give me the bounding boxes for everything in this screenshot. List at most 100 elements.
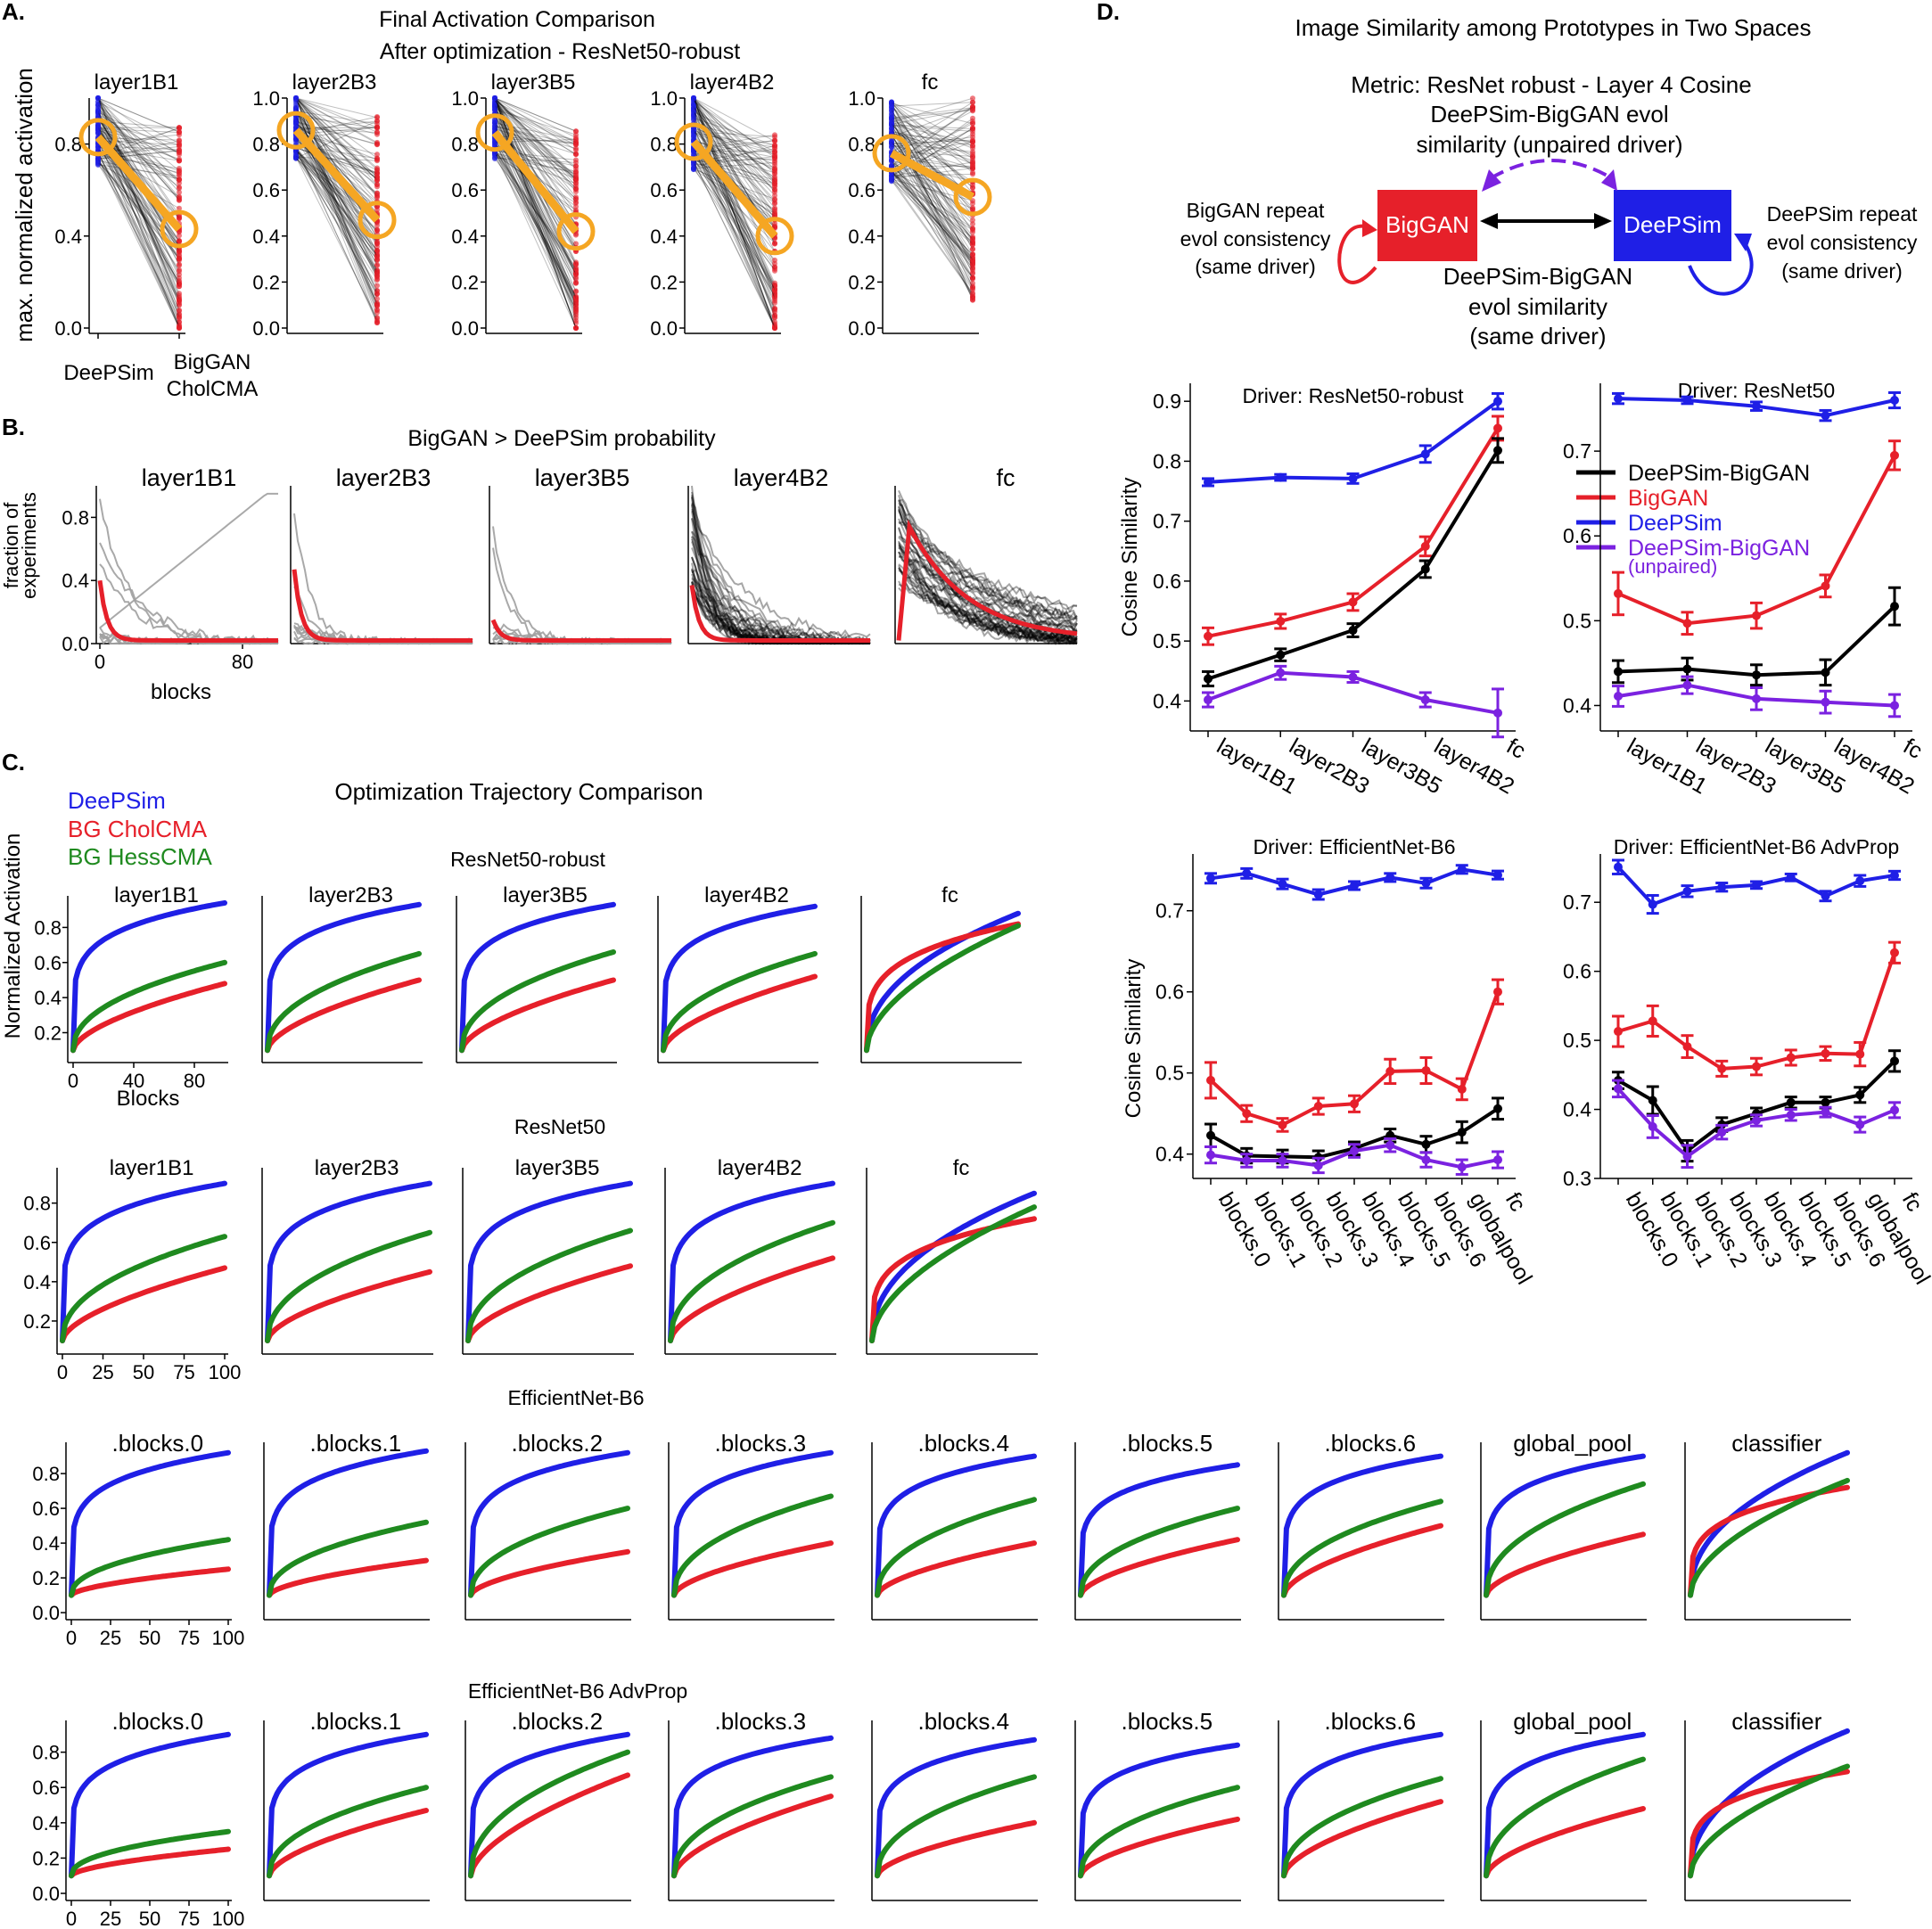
trajectory-line xyxy=(494,131,577,283)
trajectory-line xyxy=(295,97,378,197)
trajectory-line xyxy=(295,138,378,274)
biggan-self-loop xyxy=(1337,224,1377,284)
trajectory-line xyxy=(891,124,974,185)
biggan-point xyxy=(177,193,182,200)
cholcma-curve xyxy=(668,1255,835,1343)
x-tick-label: fc xyxy=(1500,1188,1531,1216)
trajectory-line xyxy=(494,106,577,145)
trajectory-line xyxy=(693,109,776,196)
trajectory-line xyxy=(295,147,378,174)
trajectory-line xyxy=(693,97,776,329)
cholcma-curve xyxy=(1484,1806,1646,1879)
deepsim-point xyxy=(293,148,299,154)
trajectory-line xyxy=(494,133,577,314)
trajectory-line xyxy=(494,125,577,149)
trajectory-line xyxy=(891,151,974,157)
trajectory-line xyxy=(97,101,180,144)
biggan-box xyxy=(1377,190,1477,261)
data-point xyxy=(1717,1063,1727,1073)
unpaired-arrow xyxy=(1489,159,1614,180)
data-point xyxy=(1420,449,1430,459)
trajectory-line xyxy=(693,107,776,203)
data-point xyxy=(1242,1109,1252,1119)
trajectory-line xyxy=(494,97,577,186)
x-tick-label: 75 xyxy=(178,1908,200,1929)
same-driver-2: evol similarity xyxy=(1468,293,1607,320)
hesscma-curve xyxy=(864,923,1021,1054)
biggan-point xyxy=(177,314,182,320)
panel-c-subplot-EfficientNet-B6-blocks0: .blocks.0 0.0 0.2 0.4 0.6 0.8 0 25 50 75 100 xyxy=(32,1430,244,1649)
experiment-line xyxy=(898,551,1078,620)
data-point xyxy=(1821,581,1830,591)
data-point xyxy=(1276,616,1286,626)
ds-repeat-1: DeePSim repeat xyxy=(1767,202,1918,226)
data-point xyxy=(1204,695,1213,705)
experiment-line xyxy=(691,502,871,644)
trajectory-line xyxy=(693,140,776,149)
trajectory-line xyxy=(97,152,180,329)
trajectory-line xyxy=(97,151,180,323)
mean-line xyxy=(491,129,580,234)
ds-repeat-2: evol consistency xyxy=(1767,231,1918,254)
panel-c-ylabel: Normalized Activation xyxy=(1,833,25,1039)
biggan-point xyxy=(970,242,975,248)
deepsim-point xyxy=(691,116,696,122)
panel-c-title: Optimization Trajectory Comparison xyxy=(334,778,703,805)
experiment-line xyxy=(898,509,1078,631)
panel-b-plots: layer1B1 0.0 0.4 0.8 0 80 layer2B3 layer3B5 laye… xyxy=(62,464,1078,673)
trajectory-line xyxy=(295,123,378,185)
hesscma-curve xyxy=(1484,1756,1646,1879)
trajectory-line xyxy=(693,160,776,327)
panel-b-xlabel: blocks xyxy=(151,680,211,704)
subplot-title: fc xyxy=(953,1156,970,1180)
subplot-title: global_pool xyxy=(1513,1708,1632,1735)
hesscma-curve xyxy=(1078,1506,1240,1598)
data-point xyxy=(1204,477,1213,487)
biggan-point xyxy=(177,147,182,153)
biggan-point xyxy=(772,308,777,315)
deepsim-point xyxy=(889,173,894,179)
biggan-point xyxy=(374,124,380,130)
y-tick-label: 0.6 xyxy=(1153,570,1181,593)
panel-a-subplot-layer1B1: layer1B1 0.0 0.4 0.8 xyxy=(54,70,199,340)
panel-d-unpaired-1: DeePSim-BigGAN evol xyxy=(1430,101,1668,127)
panel-b-title: BigGAN > DeePSim probability xyxy=(407,426,716,451)
trajectory-line xyxy=(494,135,577,145)
biggan-point xyxy=(970,143,975,149)
cholcma-curve xyxy=(1281,1523,1443,1598)
y-tick-label: 0.2 xyxy=(34,1022,62,1044)
y-tick-label: 0.8 xyxy=(23,1193,51,1215)
trajectory-line xyxy=(693,141,776,329)
x-tick-label: 25 xyxy=(100,1908,121,1929)
trajectory-line xyxy=(891,153,974,239)
cholcma-curve xyxy=(60,1265,227,1343)
trajectory-line xyxy=(891,119,974,164)
trajectory-line xyxy=(97,150,180,270)
panel-c-letter: C. xyxy=(2,749,25,776)
trajectory-line xyxy=(494,101,577,143)
trajectory-line xyxy=(693,135,776,329)
series-line-biggan xyxy=(1617,952,1896,1071)
trajectory-line xyxy=(494,97,577,299)
y-tick-label: 0.6 xyxy=(32,1498,60,1520)
deepsim-curve xyxy=(1281,1453,1443,1598)
trajectory-line xyxy=(693,111,776,152)
trajectory-line xyxy=(97,97,180,184)
trajectory-line xyxy=(891,128,974,183)
data-point xyxy=(1614,588,1623,598)
data-point xyxy=(1421,878,1431,888)
trajectory-line xyxy=(891,127,974,180)
panel-a-title-1: Final Activation Comparison xyxy=(379,7,655,32)
trajectory-line xyxy=(494,149,577,275)
trajectory-line xyxy=(97,125,180,218)
trajectory-line xyxy=(97,108,180,189)
deepsim-curve xyxy=(1078,1462,1240,1598)
trajectory-line xyxy=(693,149,776,309)
subplot-title: fc xyxy=(941,883,958,907)
data-point xyxy=(1890,1105,1899,1115)
cholcma-curve xyxy=(267,1808,429,1879)
panel-a-title-2: After optimization - ResNet50-robust xyxy=(380,39,740,64)
trajectory-line xyxy=(891,179,974,295)
data-point xyxy=(1420,564,1430,574)
data-point xyxy=(1786,1053,1796,1063)
